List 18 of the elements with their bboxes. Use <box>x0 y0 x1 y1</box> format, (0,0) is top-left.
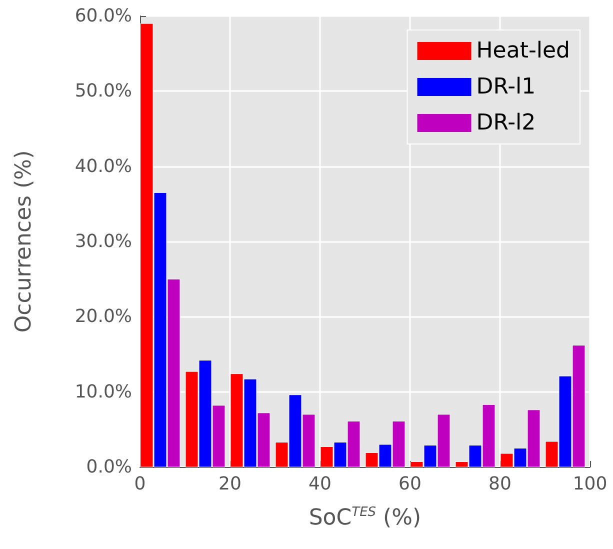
legend-label: DR-l2 <box>476 110 536 136</box>
y-tick-label: 40.0% <box>74 156 132 177</box>
x-axis-title: SoC$^{TES}$ (%) <box>308 505 422 530</box>
y-tick-label: 0.0% <box>86 456 132 478</box>
legend-label: Heat-led <box>476 38 570 64</box>
y-tick-label: 30.0% <box>74 231 132 252</box>
x-tick-label: 100 <box>572 474 608 494</box>
legend-label: DR-l1 <box>476 74 536 100</box>
y-tick-label: 50.0% <box>74 80 132 102</box>
y-tick-label: 10.0% <box>74 381 132 402</box>
x-tick-label: 20 <box>218 474 242 494</box>
y-tick-label: 60.0% <box>74 6 132 26</box>
x-tick-label: 80 <box>488 474 512 494</box>
x-tick-label: 60 <box>398 474 422 494</box>
y-axis-title: Occurrences (%) <box>12 150 36 333</box>
x-tick-label: 0 <box>134 474 146 494</box>
y-tick-label: 20.0% <box>74 306 132 328</box>
x-tick-label: 40 <box>308 474 332 494</box>
